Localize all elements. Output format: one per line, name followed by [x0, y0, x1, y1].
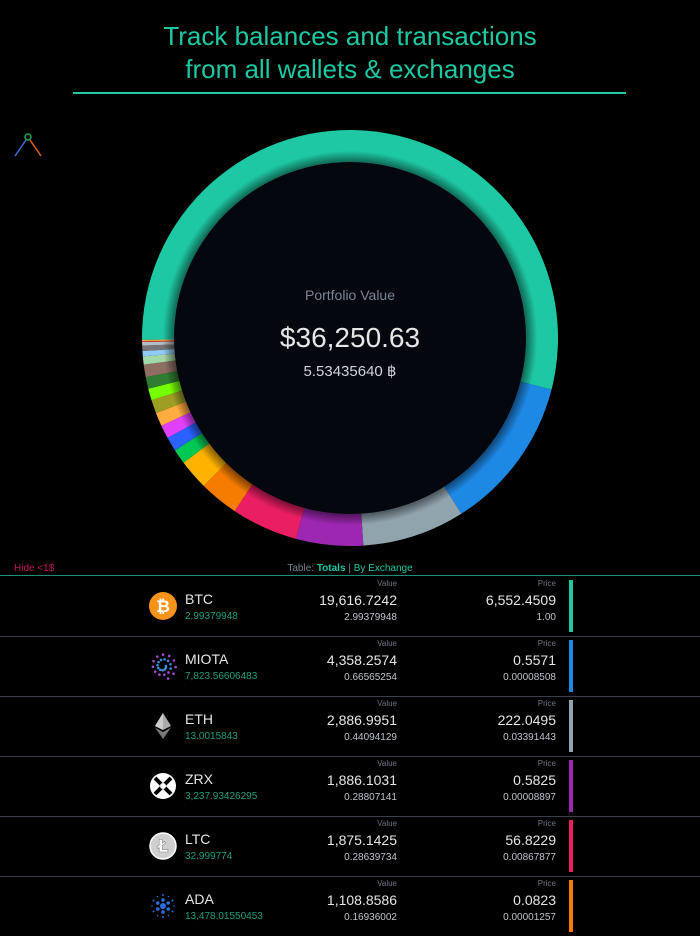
- asset-row-ltc[interactable]: Ł LTC 32.999774 Value 1,875.1425 0.28639…: [0, 816, 700, 877]
- asset-color-bar: [569, 640, 573, 692]
- asset-value-btc: 0.66565254: [344, 672, 397, 683]
- headline: Track balances and transactions from all…: [0, 20, 700, 86]
- bitcoin-icon: ₿: [149, 592, 177, 620]
- asset-value-btc: 0.28639734: [344, 852, 397, 863]
- asset-value-btc: 0.28807141: [344, 792, 397, 803]
- asset-price-btc: 0.00001257: [503, 912, 556, 923]
- asset-value-btc: 2.99379948: [344, 612, 397, 623]
- portfolio-donut-chart: [142, 130, 559, 546]
- asset-price-usd: 222.0495: [497, 712, 556, 728]
- portfolio-value-usd: $36,250.63: [279, 322, 421, 353]
- price-caption: Price: [537, 699, 556, 708]
- asset-color-bar: [569, 880, 573, 932]
- asset-price-usd: 0.5825: [513, 772, 556, 788]
- price-caption: Price: [537, 579, 556, 588]
- value-caption: Value: [377, 879, 397, 888]
- asset-symbol: MIOTA: [185, 651, 229, 667]
- tab-totals[interactable]: Totals: [316, 563, 346, 574]
- asset-symbol: BTC: [185, 591, 213, 607]
- cardano-icon: [149, 892, 177, 920]
- asset-price-btc: 0.00867877: [503, 852, 556, 863]
- asset-value-usd: 1,108.8586: [326, 892, 397, 908]
- portfolio-value-btc: 5.53435640 ฿: [303, 363, 397, 380]
- table-mode-selector: Table: Totals | By Exchange: [0, 563, 700, 574]
- litecoin-icon: Ł: [149, 832, 177, 860]
- headline-divider: [73, 92, 626, 94]
- asset-value-usd: 19,616.7242: [319, 592, 397, 608]
- value-caption: Value: [377, 639, 397, 648]
- asset-symbol: LTC: [185, 831, 211, 847]
- asset-amount: 2.99379948: [185, 611, 238, 622]
- asset-row-miota[interactable]: MIOTA 7,823.56606483 Value 4,358.2574 0.…: [0, 636, 700, 697]
- asset-price-btc: 0.00008897: [503, 792, 556, 803]
- asset-value-btc: 0.16936002: [344, 912, 397, 923]
- price-caption: Price: [537, 759, 556, 768]
- asset-value-usd: 1,875.1425: [326, 832, 397, 848]
- tab-separator: |: [348, 563, 351, 574]
- table-label: Table:: [287, 563, 315, 574]
- asset-color-bar: [569, 700, 573, 752]
- asset-value-usd: 1,886.1031: [326, 772, 397, 788]
- headline-line-2: from all wallets & exchanges: [185, 54, 515, 84]
- svg-text:₿: ₿: [156, 597, 170, 617]
- value-caption: Value: [377, 579, 397, 588]
- asset-color-bar: [569, 580, 573, 632]
- asset-color-bar: [569, 760, 573, 812]
- asset-price-usd: 56.8229: [505, 832, 556, 848]
- price-caption: Price: [537, 819, 556, 828]
- asset-row-btc[interactable]: ₿ BTC 2.99379948 Value 19,616.7242 2.993…: [0, 576, 700, 637]
- asset-amount: 13.0015843: [185, 731, 238, 742]
- asset-symbol: ZRX: [185, 771, 213, 787]
- asset-value-usd: 4,358.2574: [326, 652, 397, 668]
- asset-price-btc: 0.03391443: [503, 732, 556, 743]
- ethereum-icon: [149, 712, 177, 740]
- portfolio-value-label: Portfolio Value: [304, 287, 395, 303]
- value-caption: Value: [377, 699, 397, 708]
- asset-price-usd: 0.0823: [513, 892, 556, 908]
- table-top-divider: [0, 575, 700, 576]
- asset-price-usd: 0.5571: [513, 652, 556, 668]
- value-caption: Value: [377, 819, 397, 828]
- zrx-icon: [149, 772, 177, 800]
- asset-symbol: ETH: [185, 711, 213, 727]
- asset-amount: 32.999774: [185, 851, 233, 862]
- iota-icon: [149, 652, 177, 680]
- price-caption: Price: [537, 639, 556, 648]
- svg-text:Ł: Ł: [157, 837, 169, 857]
- headline-line-1: Track balances and transactions: [163, 21, 537, 51]
- asset-row-zrx[interactable]: ZRX 3,237.93426295 Value 1,886.1031 0.28…: [0, 756, 700, 817]
- asset-symbol: ADA: [185, 891, 214, 907]
- asset-price-btc: 0.00008508: [503, 672, 556, 683]
- asset-amount: 3,237.93426295: [185, 791, 258, 802]
- asset-row-ada[interactable]: ADA 13,478.01550453 Value 1,108.8586 0.1…: [0, 876, 700, 936]
- donut-center: [174, 162, 526, 514]
- asset-price-usd: 6,552.4509: [485, 592, 556, 608]
- asset-color-bar: [569, 820, 573, 872]
- asset-amount: 13,478.01550453: [185, 911, 263, 922]
- app-logo-icon: [14, 133, 42, 157]
- asset-row-eth[interactable]: ETH 13.0015843 Value 2,886.9951 0.440941…: [0, 696, 700, 757]
- hide-small-balances-button[interactable]: Hide <1$: [14, 563, 55, 574]
- asset-value-btc: 0.44094129: [344, 732, 397, 743]
- asset-price-btc: 1.00: [536, 612, 556, 623]
- value-caption: Value: [377, 759, 397, 768]
- asset-amount: 7,823.56606483: [185, 671, 258, 682]
- price-caption: Price: [537, 879, 556, 888]
- tab-by-exchange[interactable]: By Exchange: [353, 563, 413, 574]
- asset-value-usd: 2,886.9951: [326, 712, 397, 728]
